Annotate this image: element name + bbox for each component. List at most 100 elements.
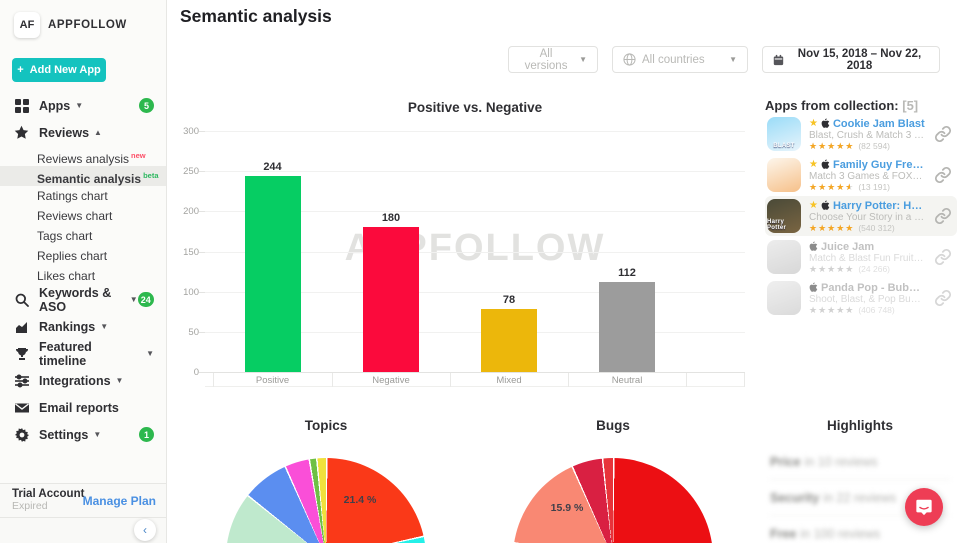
- sidebar-subitem-reviews-chart[interactable]: Reviews chart: [0, 206, 166, 226]
- account-status: Expired: [12, 500, 48, 512]
- grid-icon: [14, 98, 29, 113]
- collection-title: Apps from collection: [5]: [765, 98, 957, 113]
- globe-icon: [623, 53, 636, 66]
- y-axis-tick-label: 300: [183, 126, 199, 137]
- gridline: [205, 251, 745, 253]
- axis-tick: [199, 171, 205, 173]
- app-rating: ★★★★★ ★★★★★ (406 748): [809, 305, 925, 315]
- sidebar-collapse-button[interactable]: ‹: [134, 519, 156, 541]
- bar-neutral[interactable]: [599, 282, 655, 372]
- add-new-app-button[interactable]: + Add New App: [12, 58, 106, 82]
- sidebar-subitem-likes-chart[interactable]: Likes chart: [0, 266, 166, 286]
- chevron-down-icon: ▼: [146, 349, 154, 358]
- app-link-button[interactable]: [933, 125, 953, 143]
- app-link-button[interactable]: [933, 248, 953, 266]
- sidebar-item-label: Apps: [39, 98, 71, 113]
- app-row-cookie-jam-blast[interactable]: BLAST ★ Cookie Jam Blast Blast, Crush & Mat…: [765, 114, 957, 154]
- star-rating: ★★★★★★★★★★: [809, 263, 855, 274]
- sidebar-item-label: Featured timeline: [39, 339, 92, 368]
- date-range-filter[interactable]: Nov 15, 2018 – Nov 22, 2018: [762, 46, 940, 73]
- app-icon: [767, 281, 801, 315]
- sidebar-item-rankings[interactable]: Rankings ▼: [0, 313, 166, 340]
- x-axis-category-label: Neutral: [611, 375, 643, 386]
- trophy-icon: [14, 346, 29, 361]
- sidebar-subitem-label: Replies chart: [37, 249, 108, 263]
- app-row-harry-potter-hogwart[interactable]: Harry Potter ★ Harry Potter: Hogwart…Choos…: [765, 196, 957, 236]
- y-axis-tick-label: 50: [188, 326, 199, 338]
- chat-launcher-button[interactable]: [905, 488, 943, 526]
- highlight-row: Free in 100 reviews: [770, 516, 950, 543]
- manage-plan-link[interactable]: Manage Plan: [82, 494, 156, 508]
- highlights-title: Highlights: [827, 418, 893, 433]
- versions-filter[interactable]: All versions ▼: [508, 46, 598, 73]
- app-subtitle: Choose Your Story in a New …: [809, 211, 925, 223]
- pie-slice-percentage-label: 15.9 %: [550, 502, 584, 514]
- bar-value-label: 244: [263, 160, 282, 173]
- star-rating: ★★★★★★★★★★: [809, 181, 855, 192]
- app-link-button[interactable]: [933, 289, 953, 307]
- add-new-app-label: Add New App: [29, 64, 101, 76]
- sidebar-item-email-reports[interactable]: Email reports: [0, 394, 166, 421]
- countries-filter[interactable]: All countries ▼: [612, 46, 748, 73]
- sidebar-subitem-label: Likes chart: [37, 269, 96, 283]
- apple-icon: [809, 241, 818, 251]
- app-link-button[interactable]: [933, 166, 953, 184]
- sidebar-item-apps[interactable]: Apps ▼ 5: [0, 92, 166, 119]
- sidebar-subitem-tags-chart[interactable]: Tags chart: [0, 226, 166, 246]
- chevron-down-icon: ▼: [93, 430, 102, 439]
- link-icon: [935, 208, 951, 224]
- count-badge: 1: [139, 427, 154, 442]
- apps-list: BLAST ★ Cookie Jam Blast Blast, Crush & Mat…: [765, 114, 957, 318]
- sidebar-footer: Trial Account Expired Manage Plan ‹: [0, 483, 166, 543]
- sidebar-item-label: Rankings: [39, 319, 96, 334]
- chevron-down-icon: ▼: [579, 55, 587, 64]
- sidebar-item-reviews[interactable]: Reviews ▲: [0, 119, 166, 146]
- app-name-link[interactable]: Harry Potter: Hogwart…: [832, 199, 925, 212]
- sidebar-item-keywords-aso[interactable]: Keywords & ASO ▼ 24: [0, 285, 166, 314]
- rankings-icon: [14, 319, 29, 334]
- featured-star-icon: ★: [809, 200, 818, 211]
- app-name-link[interactable]: Cookie Jam Blast: [832, 117, 925, 130]
- sidebar-subitem-semantic-analysis[interactable]: Semantic analysis beta: [0, 166, 166, 186]
- app-texts: Panda Pop - Bubble ShooterShoot, Blast, …: [809, 282, 925, 315]
- sidebar-subitem-ratings-chart[interactable]: Ratings chart: [0, 186, 166, 206]
- logo[interactable]: AF APPFOLLOW: [0, 0, 166, 42]
- countries-filter-label: All countries: [642, 53, 705, 66]
- axis-separator: [450, 373, 451, 387]
- axis-tick: [199, 131, 205, 132]
- featured-star-icon: ★: [809, 118, 818, 129]
- rating-count: (82 594): [858, 140, 891, 151]
- axis-separator: [744, 373, 745, 387]
- app-link-button[interactable]: [933, 207, 953, 225]
- app-name-link[interactable]: Juice Jam: [821, 240, 875, 253]
- sidebar-subitem-replies-chart[interactable]: Replies chart: [0, 246, 166, 266]
- app-rating: ★★★★★ ★★★★★ (24 266): [809, 264, 925, 274]
- y-axis-tick-label: 150: [183, 246, 199, 258]
- apps-collection-panel: Apps from collection: [5] BLAST ★ Cookie J…: [765, 98, 957, 318]
- sidebar-subitem-label: Tags chart: [37, 229, 93, 243]
- bar-chart-title: Positive vs. Negative: [407, 100, 543, 115]
- bar-mixed[interactable]: [481, 309, 537, 372]
- bar-negative[interactable]: [363, 227, 419, 372]
- gridline: [205, 131, 745, 132]
- app-row-panda-pop-bubble-shooter[interactable]: Panda Pop - Bubble ShooterShoot, Blast, …: [765, 278, 957, 318]
- app-subtitle: Match & Blast Fun Fruit Game: [809, 252, 925, 264]
- sidebar-subitem-label: Reviews chart: [37, 209, 113, 223]
- sidebar-item-featured-timeline[interactable]: Featured timeline ▼: [0, 339, 166, 368]
- app-row-family-guy-freakin-mo[interactable]: ★ Family Guy Freakin Mo…Match 3 Games & F…: [765, 155, 957, 195]
- sliders-icon: [14, 373, 29, 388]
- app-name-link[interactable]: Panda Pop - Bubble Shooter: [821, 281, 925, 294]
- app-name-link[interactable]: Family Guy Freakin Mo…: [832, 158, 925, 171]
- app-icon: Harry Potter: [767, 199, 801, 233]
- brand-name: APPFOLLOW: [48, 19, 127, 31]
- bar-positive[interactable]: [244, 176, 301, 372]
- sidebar-item-label: Keywords & ASO: [39, 285, 112, 314]
- sidebar-item-settings[interactable]: Settings ▼ 1: [0, 421, 166, 448]
- sidebar-subitem-reviews-analysis[interactable]: Reviews analysis new: [0, 146, 166, 166]
- sidebar-subitem-label: Reviews analysis: [37, 152, 130, 166]
- sidebar-item-integrations[interactable]: Integrations ▼: [0, 367, 166, 394]
- collection-title-text: Apps from collection:: [765, 98, 899, 113]
- sidebar-subitem-label: Ratings chart: [37, 189, 108, 203]
